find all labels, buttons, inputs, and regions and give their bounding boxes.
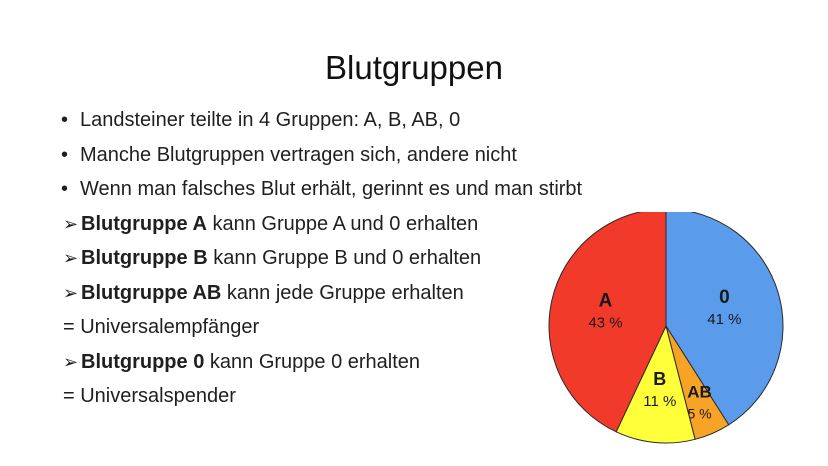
pie-label-0: 0 [719, 287, 730, 308]
slide-content: • Landsteiner teilte in 4 Gruppen: A, B,… [60, 106, 620, 417]
blood-group-pie-chart: 0 41 % AB 5 % B 11 % A 43 % [548, 212, 784, 444]
universal-donor-note: = Universalspender [63, 385, 236, 407]
rule-heading: Blutgruppe 0 [81, 350, 205, 373]
bullet-marker: • [61, 109, 69, 131]
rule-item-b: ➢ Blutgruppe B kann Gruppe B und 0 erhal… [60, 244, 620, 279]
pie-label-b: B [653, 369, 666, 389]
pie-slice-a [548, 212, 667, 433]
arrow-bullet-icon: ➢ [63, 248, 79, 268]
pie-label-a: A [599, 291, 613, 312]
arrow-bullet-icon: ➢ [63, 213, 79, 234]
rule-item-ab: ➢ Blutgruppe AB kann jede Gruppe erhalte… [60, 279, 620, 314]
rule-text: kann Gruppe B und 0 erhalten [207, 247, 482, 269]
rule-item-0: ➢ Blutgruppe 0 kann Gruppe 0 erhalten [60, 348, 620, 383]
arrow-bullet-icon: ➢ [63, 351, 79, 372]
pie-value-b: 11 % [643, 393, 676, 410]
bullet-item: • Landsteiner teilte in 4 Gruppen: A, B,… [60, 106, 620, 141]
rule-text: kann jede Gruppe erhalten [221, 281, 464, 304]
pie-slice-b [615, 324, 696, 444]
pie-value-ab: 5 % [687, 405, 711, 421]
rule-text: kann Gruppe A und 0 erhalten [206, 212, 479, 235]
bullet-text: Landsteiner teilte in 4 Gruppen: A, B, A… [80, 109, 461, 131]
bullet-text: Manche Blutgruppen vertragen sich, ander… [80, 143, 517, 166]
rule-heading: Blutgruppe A [81, 212, 207, 235]
bullet-item: • Manche Blutgruppen vertragen sich, and… [60, 141, 620, 176]
rule-text: kann Gruppe 0 erhalten [204, 350, 421, 373]
arrow-bullet-icon: ➢ [63, 282, 79, 303]
rule-heading: Blutgruppe AB [81, 281, 222, 304]
bullet-marker: • [61, 178, 69, 200]
rule-item-a: ➢ Blutgruppe A kann Gruppe A und 0 erhal… [60, 210, 620, 245]
rule-heading: Blutgruppe B [81, 247, 208, 269]
pie-label-ab: AB [687, 382, 712, 401]
pie-value-0: 41 % [707, 311, 741, 328]
bullet-marker: • [61, 143, 69, 166]
bullet-text: Wenn man falsches Blut erhält, gerinnt e… [80, 178, 583, 200]
universal-recipient-note: = Universalempfänger [63, 316, 260, 338]
pie-value-a: 43 % [588, 315, 622, 332]
bullet-item: • Wenn man falsches Blut erhält, gerinnt… [60, 175, 620, 210]
slide-title: Blutgruppen [325, 49, 503, 86]
